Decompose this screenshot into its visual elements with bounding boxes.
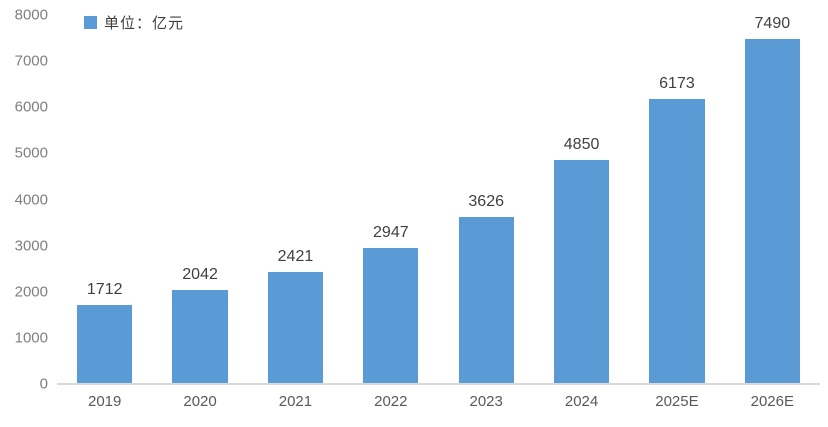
bar-value-label: 1712 — [86, 281, 123, 299]
y-tick-label: 5000 — [14, 144, 48, 162]
chart-legend: 单位：亿元 — [84, 12, 184, 33]
x-tick-label-2021: 2021 — [278, 393, 313, 410]
y-tick-label: 2000 — [14, 283, 48, 301]
bar-2026E[interactable]: 7490 — [744, 15, 800, 384]
bar-slot-2020: 2042 — [152, 15, 247, 384]
x-tick-label-2023: 2023 — [469, 393, 503, 410]
bar-slot-2022: 2947 — [343, 15, 438, 384]
y-tick-label: 7000 — [14, 52, 48, 70]
bar-2025E[interactable]: 6173 — [649, 75, 705, 384]
bar-2024[interactable]: 4850 — [553, 136, 610, 384]
bar-2023[interactable]: 3626 — [458, 193, 514, 384]
bar-slot-2023: 3626 — [439, 15, 534, 384]
x-tick-label-2026E: 2026E — [750, 393, 794, 410]
x-tick-label-2019: 2019 — [88, 393, 122, 410]
bar-value-label: 6173 — [659, 75, 695, 93]
y-tick-label: 0 — [39, 375, 48, 393]
x-tick-label-2022: 2022 — [374, 393, 408, 410]
bar-slot-2019: 1712 — [57, 15, 152, 384]
y-axis: 0 1000 2000 3000 4000 5000 6000 7000 8000 — [0, 0, 48, 427]
bar-slot-2021: 2421 — [248, 15, 343, 384]
y-tick-label: 6000 — [14, 98, 48, 116]
x-tick-label-2020: 2020 — [183, 393, 217, 410]
bar-2021[interactable]: 2421 — [267, 248, 324, 384]
x-axis-baseline — [57, 383, 820, 385]
legend-swatch-icon — [84, 16, 97, 29]
y-tick-label: 3000 — [14, 237, 48, 255]
y-tick-label: 1000 — [14, 329, 48, 347]
x-tick-label-2024: 2024 — [564, 393, 599, 410]
x-axis: 2019 2020 2021 2022 2023 2024 2025E 2026E — [57, 393, 820, 410]
bar-2019[interactable]: 1712 — [77, 281, 133, 384]
bar-value-label: 2042 — [182, 265, 218, 283]
bar-value-label: 3626 — [468, 192, 504, 210]
bar-value-label: 2421 — [277, 248, 314, 266]
bar-value-label: 2947 — [373, 224, 409, 242]
y-tick-label: 4000 — [14, 191, 48, 208]
legend-label: 单位：亿元 — [104, 15, 185, 32]
bar-value-label: 4850 — [563, 136, 600, 154]
bar-slot-2024: 4850 — [534, 15, 629, 384]
bar-2022[interactable]: 2947 — [363, 224, 419, 384]
bar-slot-2025E: 6173 — [629, 15, 724, 384]
x-tick-label-2025E: 2025E — [655, 393, 699, 410]
y-tick-label: 8000 — [14, 6, 48, 24]
bar-value-label: 7490 — [754, 14, 791, 32]
bar-2020[interactable]: 2042 — [172, 266, 228, 384]
bar-slot-2026E: 7490 — [725, 15, 820, 384]
plot-area: 1712 2042 2421 2947 3626 4850 6173 7490 — [57, 15, 820, 384]
